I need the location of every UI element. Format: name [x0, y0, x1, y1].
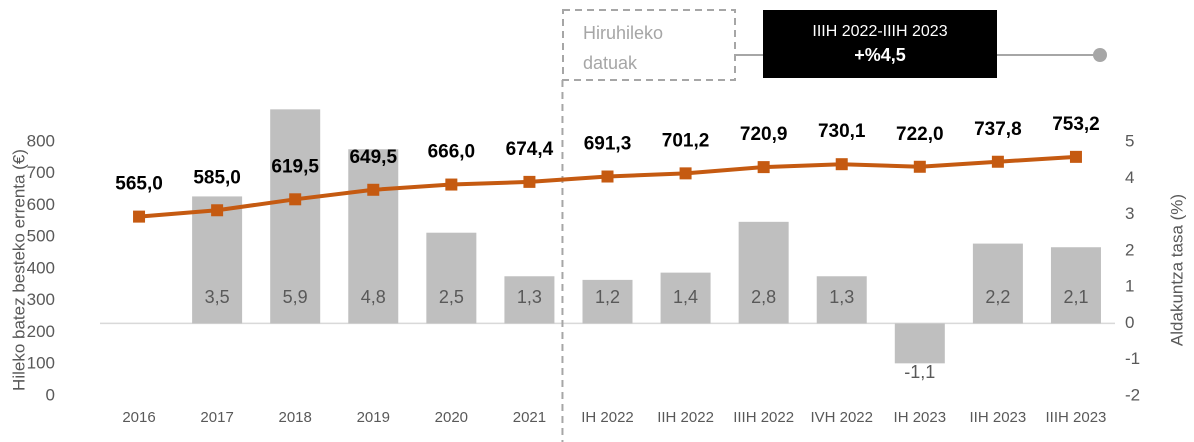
x-tick-label: IIIH 2023	[1046, 409, 1107, 426]
y2-tick-label: 0	[1125, 313, 1134, 332]
bar	[504, 276, 555, 324]
note-text: datuak	[583, 53, 638, 73]
line-label: 753,2	[1052, 114, 1100, 135]
bar-label: 4,8	[361, 287, 386, 307]
x-tick-label: 2020	[435, 409, 468, 426]
bar	[348, 149, 399, 324]
line-marker	[1069, 150, 1082, 163]
y2-tick-label: -2	[1125, 385, 1140, 404]
line-label: 691,3	[584, 134, 632, 155]
bar-label: -1,1	[904, 362, 935, 382]
x-tick-label: IIH 2023	[970, 409, 1027, 426]
bar-label: 1,3	[829, 287, 854, 307]
line-label: 701,2	[662, 130, 710, 151]
y2-tick-label: 2	[1125, 240, 1134, 259]
y-tick-label: 400	[27, 258, 55, 277]
bar	[738, 221, 789, 324]
line-label: 619,5	[271, 156, 319, 177]
bar-label: 5,9	[283, 287, 308, 307]
line-marker	[523, 175, 536, 188]
x-tick-label: 2018	[279, 409, 312, 426]
line-label: 730,1	[818, 121, 866, 142]
y-tick-label: 200	[27, 322, 55, 341]
x-tick-label: IIH 2022	[657, 409, 714, 426]
bar-label: 1,3	[517, 287, 542, 307]
bar-label: 3,5	[205, 287, 230, 307]
line-label: 674,4	[506, 139, 554, 160]
bar-label: 2,5	[439, 287, 464, 307]
y2-tick-label: 3	[1125, 204, 1134, 223]
bar	[894, 323, 945, 364]
y2-tick-label: 5	[1125, 131, 1134, 150]
x-tick-label: 2021	[513, 409, 546, 426]
x-tick-label: 2017	[200, 409, 233, 426]
line-label: 737,8	[974, 119, 1022, 140]
x-tick-label: IIIH 2022	[733, 409, 794, 426]
line-label: 649,5	[349, 147, 397, 168]
line-marker	[679, 167, 692, 180]
line-marker	[913, 160, 926, 173]
connector-dot	[1093, 48, 1107, 62]
x-tick-label: IH 2023	[894, 409, 947, 426]
y-tick-label: 0	[46, 385, 55, 404]
highlight-period: IIIH 2022-IIIH 2023	[812, 23, 947, 40]
line-label: 585,0	[193, 167, 241, 188]
line-label: 666,0	[428, 142, 476, 163]
bar	[816, 276, 867, 324]
line-marker	[991, 155, 1004, 168]
y-tick-label: 300	[27, 290, 55, 309]
bar	[582, 279, 633, 324]
y-tick-label: 100	[27, 354, 55, 373]
y-axis-label: Hileko batez besteko errenta (€)	[9, 149, 28, 391]
bar	[1050, 247, 1101, 324]
bar-label: 1,4	[673, 287, 698, 307]
highlight-value: +%4,5	[854, 45, 906, 65]
y2-axis-label: Aldakuntza tasa (%)	[1167, 194, 1186, 346]
line-marker	[601, 170, 614, 183]
bar-label: 1,2	[595, 287, 620, 307]
bar-label: 2,1	[1063, 287, 1088, 307]
x-tick-label: IVH 2022	[810, 409, 873, 426]
note-box	[562, 9, 736, 81]
line-marker	[211, 204, 224, 217]
y2-tick-label: 1	[1125, 277, 1134, 296]
y2-tick-label: 4	[1125, 168, 1134, 187]
y-tick-label: 600	[27, 195, 55, 214]
y-tick-label: 700	[27, 163, 55, 182]
y-tick-label: 500	[27, 227, 55, 246]
line-label: 565,0	[115, 174, 163, 195]
line-marker	[757, 161, 770, 174]
line-marker	[835, 158, 848, 171]
bar	[660, 272, 711, 324]
line-label: 722,0	[896, 124, 944, 145]
bar	[270, 109, 321, 324]
line-marker	[367, 183, 380, 196]
bar	[972, 243, 1023, 324]
line-label: 720,9	[740, 124, 788, 145]
bar-label: 2,2	[985, 287, 1010, 307]
bar	[192, 196, 243, 324]
y2-tick-label: -1	[1125, 349, 1140, 368]
note-text: Hiruhileko	[583, 23, 663, 43]
x-tick-label: IH 2022	[581, 409, 634, 426]
y-tick-label: 800	[27, 131, 55, 150]
line-marker	[289, 193, 302, 206]
x-tick-label: 2016	[122, 409, 155, 426]
line-marker	[133, 210, 146, 223]
x-tick-label: 2019	[357, 409, 390, 426]
line-marker	[445, 178, 458, 191]
bar	[426, 232, 477, 324]
bar-label: 2,8	[751, 287, 776, 307]
highlight-box	[763, 10, 997, 78]
